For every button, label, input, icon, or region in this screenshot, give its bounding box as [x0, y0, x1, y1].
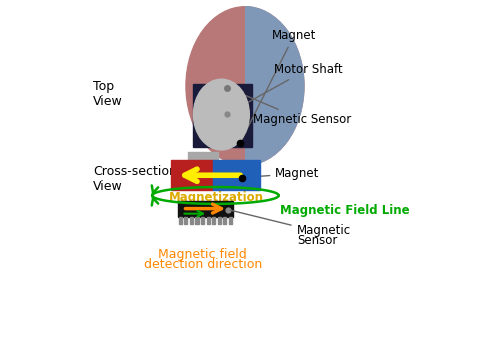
Bar	[201, 217, 204, 224]
Text: Magnet: Magnet	[244, 167, 320, 180]
Bar	[188, 152, 218, 161]
Text: Cross-section
View: Cross-section View	[94, 164, 177, 193]
Bar	[178, 201, 233, 217]
Text: Top
View: Top View	[94, 80, 123, 109]
Bar	[213, 160, 260, 190]
Text: Magnetic field: Magnetic field	[158, 248, 247, 261]
Bar	[196, 217, 198, 224]
Bar	[212, 217, 215, 224]
Bar	[171, 160, 213, 190]
Text: Magnetic: Magnetic	[297, 224, 352, 237]
Text: Magnetic Field Line: Magnetic Field Line	[280, 204, 410, 217]
Bar	[229, 217, 232, 224]
Text: Motor Shaft: Motor Shaft	[230, 63, 342, 113]
Text: Magnet: Magnet	[241, 29, 316, 141]
Bar	[192, 84, 252, 147]
Bar	[184, 217, 188, 224]
Bar	[206, 217, 210, 224]
Text: Magnetic Sensor: Magnetic Sensor	[230, 89, 352, 126]
Ellipse shape	[186, 7, 304, 165]
Text: detection direction: detection direction	[144, 258, 262, 271]
Bar	[179, 217, 182, 224]
Ellipse shape	[194, 79, 250, 150]
Text: Sensor: Sensor	[297, 235, 338, 247]
Bar	[190, 217, 193, 224]
Bar	[224, 217, 226, 224]
Bar	[218, 217, 221, 224]
Text: Magnetization: Magnetization	[169, 191, 264, 204]
Ellipse shape	[186, 7, 304, 165]
